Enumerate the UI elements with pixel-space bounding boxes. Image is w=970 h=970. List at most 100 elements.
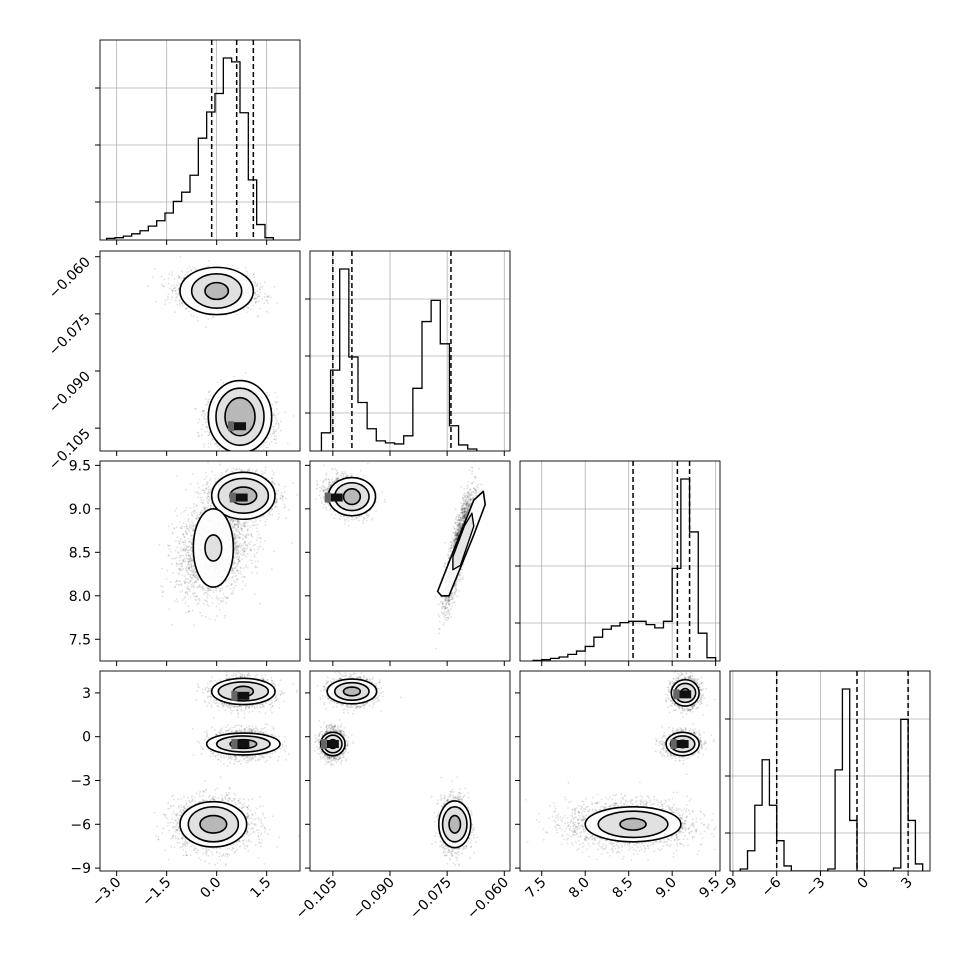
sample-point — [202, 415, 205, 418]
sample-point — [235, 452, 237, 454]
panel-frame — [519, 460, 721, 662]
panel-frame — [99, 39, 301, 241]
sample-point — [257, 315, 259, 318]
sample-point — [185, 271, 187, 273]
sample-point — [263, 296, 266, 299]
sample-point — [205, 398, 207, 401]
sample-point — [270, 440, 273, 443]
sample-point — [167, 295, 169, 298]
sample-point — [256, 284, 258, 287]
sample-point — [276, 302, 279, 304]
sample-point — [245, 306, 248, 308]
sample-point — [273, 435, 276, 437]
sample-point — [273, 414, 275, 417]
sample-point — [273, 438, 276, 441]
sample-point — [167, 298, 169, 301]
sample-point — [261, 297, 264, 300]
panel-0-2: 7.58.08.59.09.5 — [69, 458, 301, 666]
sample-point — [266, 295, 268, 298]
sample-point — [186, 272, 189, 275]
sample-point — [168, 273, 171, 275]
sample-point — [205, 425, 208, 428]
sample-point — [203, 409, 205, 412]
sample-point — [195, 407, 197, 410]
sample-point — [211, 438, 213, 441]
sample-point — [267, 296, 270, 299]
sample-point — [170, 271, 173, 273]
sample-point — [267, 437, 270, 440]
sample-point — [279, 429, 282, 432]
sample-point — [277, 427, 280, 430]
y-tick-label: −0.075 — [46, 311, 94, 359]
sample-point — [271, 403, 274, 406]
sample-point — [255, 284, 258, 287]
sample-point — [167, 277, 170, 280]
sample-point — [248, 452, 250, 454]
sample-point — [275, 428, 278, 431]
sample-point — [174, 311, 176, 313]
sample-point — [271, 432, 274, 435]
sample-point — [270, 296, 272, 299]
sample-point — [174, 289, 177, 292]
sample-point — [171, 273, 174, 276]
sample-point — [206, 430, 209, 433]
sample-point — [207, 491, 210, 494]
sample-point — [202, 445, 205, 448]
sample-point — [207, 442, 210, 445]
sample-point — [181, 302, 184, 305]
sample-point — [200, 414, 203, 416]
sample-point — [240, 465, 242, 467]
sample-point — [194, 267, 197, 269]
sample-point — [171, 290, 174, 292]
sample-point — [160, 283, 163, 286]
sample-point — [259, 291, 262, 294]
sample-point — [272, 428, 275, 431]
sample-point — [267, 446, 270, 449]
sample-point — [246, 311, 249, 313]
sample-point — [265, 310, 268, 313]
sample-point — [163, 303, 166, 306]
density-peak — [228, 421, 234, 432]
sample-point — [210, 477, 212, 480]
sample-point — [204, 314, 207, 316]
sample-point — [177, 288, 179, 291]
sample-point — [178, 283, 181, 286]
sample-point — [234, 464, 236, 466]
sample-point — [255, 300, 257, 303]
sample-point — [268, 443, 271, 446]
sample-point — [254, 284, 256, 287]
sample-point — [167, 282, 170, 285]
sample-point — [254, 301, 257, 304]
sample-point — [170, 298, 173, 301]
sample-point — [250, 453, 252, 455]
sample-point — [187, 270, 190, 273]
sample-point — [198, 434, 200, 437]
sample-point — [168, 287, 171, 290]
sample-point — [259, 283, 262, 285]
panel-1-1 — [305, 250, 511, 456]
sample-point — [253, 291, 256, 294]
sample-point — [292, 415, 295, 417]
sample-point — [265, 300, 268, 302]
sample-point — [179, 305, 182, 307]
sample-point — [275, 422, 277, 424]
sample-point — [222, 451, 224, 453]
sample-point — [170, 285, 173, 287]
sample-point — [225, 314, 227, 317]
sample-point — [254, 297, 257, 299]
sample-point — [177, 276, 180, 279]
panel-frame — [309, 250, 511, 452]
sample-point — [207, 434, 210, 437]
sample-point — [255, 301, 257, 304]
sample-point — [220, 379, 223, 381]
sample-point — [209, 394, 212, 397]
sample-point — [153, 267, 156, 270]
sample-point — [254, 292, 256, 295]
sample-point — [178, 275, 181, 278]
sample-point — [276, 408, 278, 410]
sample-point — [182, 304, 184, 307]
sample-point — [198, 418, 201, 421]
sample-point — [177, 281, 179, 284]
sample-point — [197, 421, 199, 424]
sample-point — [201, 411, 203, 413]
